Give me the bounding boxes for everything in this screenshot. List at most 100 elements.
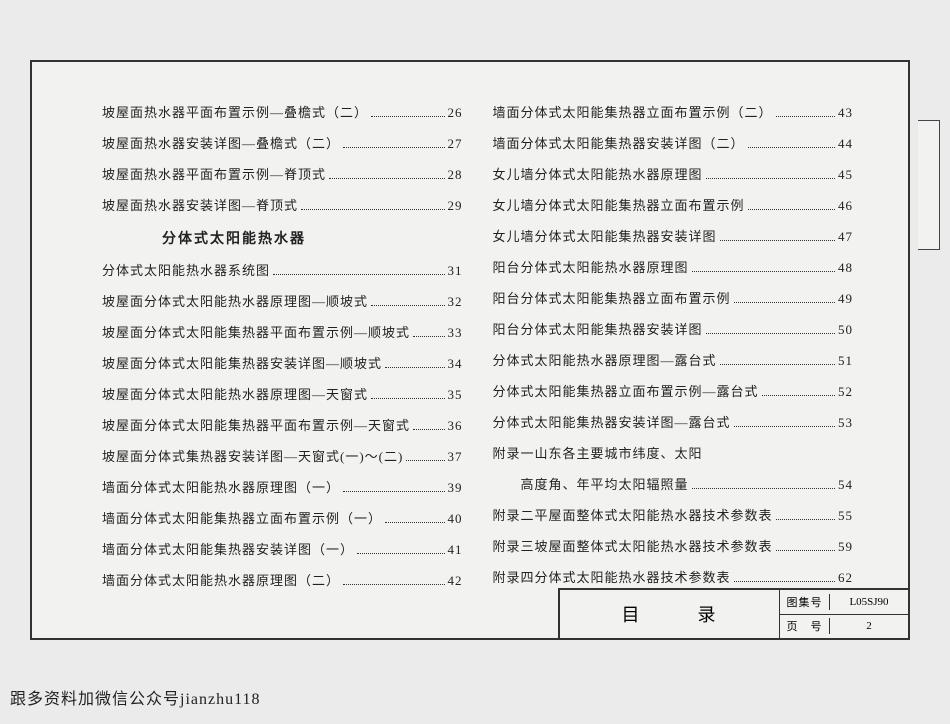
toc-entry-title: 坡屋面分体式太阳能热水器原理图—顺坡式	[102, 291, 368, 310]
toc-entry: 坡屋面热水器安装详图—叠檐式（二） 27	[102, 133, 463, 152]
toc-entry: 坡屋面热水器平面布置示例—脊顶式 28	[102, 164, 463, 183]
toc-entry-page: 35	[448, 387, 463, 403]
toc-entry-page: 49	[838, 291, 853, 307]
toc-entry-title: 阳台分体式太阳能热水器原理图	[493, 257, 689, 276]
toc-entry: 高度角、年平均太阳辐照量 54	[493, 474, 854, 493]
toc-entry: 坡屋面热水器平面布置示例—叠檐式（二）26	[102, 102, 463, 121]
toc-entry: 墙面分体式太阳能集热器安装详图（一） 41	[102, 539, 463, 558]
toc-entry-title: 高度角、年平均太阳辐照量	[493, 474, 689, 493]
title-main: 目 录	[560, 590, 780, 638]
toc-entry-title: 墙面分体式太阳能热水器原理图（二）	[102, 570, 340, 589]
toc-entry-page: 29	[448, 198, 463, 214]
toc-entry: 坡屋面热水器安装详图—脊顶式 29	[102, 195, 463, 214]
toc-entry: 墙面分体式太阳能集热器立面布置示例（一）40	[102, 508, 463, 527]
toc-dots	[776, 550, 835, 551]
toc-entry-page: 59	[838, 539, 853, 555]
toc-entry-title: 墙面分体式太阳能集热器安装详图（二）	[493, 133, 745, 152]
toc-entry-title: 附录四分体式太阳能热水器技术参数表	[493, 567, 731, 586]
toc-dots	[371, 116, 444, 117]
toc-entry: 坡屋面分体式太阳能热水器原理图—天窗式 35	[102, 384, 463, 403]
toc-dots	[343, 491, 444, 492]
toc-entry: 墙面分体式太阳能集热器立面布置示例（二） 43	[493, 102, 854, 121]
toc-entry: 阳台分体式太阳能集热器安装详图50	[493, 319, 854, 338]
toc-dots	[762, 395, 835, 396]
toc-entry-title: 分体式太阳能集热器安装详图—露台式	[493, 412, 731, 431]
toc-entry-page: 46	[838, 198, 853, 214]
toc-entry-title: 分体式太阳能集热器立面布置示例—露台式	[493, 381, 759, 400]
toc-entry-page: 33	[448, 325, 463, 341]
toc-dots	[343, 147, 444, 148]
toc-entry-page: 41	[448, 542, 463, 558]
toc-entry-page: 26	[448, 105, 463, 121]
toc-entry-title: 墙面分体式太阳能热水器原理图（一）	[102, 477, 340, 496]
toc-dots	[692, 488, 835, 489]
toc-dots	[413, 336, 444, 337]
toc-dots	[720, 364, 835, 365]
toc-entry-page: 44	[838, 136, 853, 152]
toc-dots	[692, 271, 835, 272]
toc-entry: 坡屋面分体式太阳能集热器平面布置示例—天窗式36	[102, 415, 463, 434]
toc-entry-page: 39	[448, 480, 463, 496]
document-page: 坡屋面热水器平面布置示例—叠檐式（二）26 坡屋面热水器安装详图—叠檐式（二） 27…	[30, 60, 910, 640]
set-number-label: 图集号	[780, 594, 830, 610]
toc-entry: 坡屋面分体式太阳能集热器平面布置示例—顺坡式 33	[102, 322, 463, 341]
toc-dots	[748, 209, 835, 210]
footer-watermark: 跟多资料加微信公众号jianzhu118	[10, 685, 261, 709]
toc-dots	[706, 333, 835, 334]
toc-entry: 附录二平屋面整体式太阳能热水器技术参数表 55	[493, 505, 854, 524]
toc-entry: 阳台分体式太阳能热水器原理图 48	[493, 257, 854, 276]
toc-entry-page: 62	[838, 570, 853, 586]
toc-entry: 分体式太阳能热水器原理图—露台式51	[493, 350, 854, 369]
toc-dots	[343, 584, 444, 585]
toc-entry-page: 34	[448, 356, 463, 372]
toc-entry-page: 37	[448, 449, 463, 465]
toc-entry-page: 48	[838, 260, 853, 276]
toc-entry: 阳台分体式太阳能集热器立面布置示例 49	[493, 288, 854, 307]
toc-dots	[406, 460, 444, 461]
toc-entry-title: 附录二平屋面整体式太阳能热水器技术参数表	[493, 505, 773, 524]
toc-entry-title: 女儿墙分体式太阳能热水器原理图	[493, 164, 703, 183]
toc-entry-page: 55	[838, 508, 853, 524]
toc-entry: 女儿墙分体式太阳能集热器立面布置示例 46	[493, 195, 854, 214]
toc-entry-title: 阳台分体式太阳能集热器立面布置示例	[493, 288, 731, 307]
toc-entry: 女儿墙分体式太阳能集热器安装详图47	[493, 226, 854, 245]
toc-entry-page: 45	[838, 167, 853, 183]
toc-entry: 坡屋面分体式集热器安装详图—天窗式(一)～(二)37	[102, 446, 463, 465]
toc-entry-page: 54	[838, 477, 853, 493]
toc-dots	[720, 240, 835, 241]
toc-dots	[301, 209, 444, 210]
toc-dots	[371, 398, 444, 399]
toc-entry-title: 坡屋面热水器安装详图—叠檐式（二）	[102, 133, 340, 152]
toc-entry: 附录四分体式太阳能热水器技术参数表 62	[493, 567, 854, 586]
toc-entry: 附录一山东各主要城市纬度、太阳	[493, 443, 854, 462]
toc-dots	[273, 274, 444, 275]
toc-entry-page: 27	[448, 136, 463, 152]
section-header: 分体式太阳能热水器	[162, 228, 463, 248]
toc-entry-page: 32	[448, 294, 463, 310]
toc-entry-page: 43	[838, 105, 853, 121]
toc-entry-title: 墙面分体式太阳能集热器安装详图（一）	[102, 539, 354, 558]
toc-dots	[734, 302, 835, 303]
toc-entry-title: 坡屋面热水器安装详图—脊顶式	[102, 195, 298, 214]
toc-entry-title: 坡屋面分体式太阳能集热器平面布置示例—顺坡式	[102, 322, 410, 341]
toc-entry-title: 墙面分体式太阳能集热器立面布置示例（二）	[493, 102, 773, 121]
toc-dots	[734, 581, 835, 582]
toc-entry-title: 坡屋面热水器平面布置示例—脊顶式	[102, 164, 326, 183]
toc-entry-title: 女儿墙分体式太阳能集热器立面布置示例	[493, 195, 745, 214]
toc-entry: 坡屋面分体式太阳能集热器安装详图—顺坡式34	[102, 353, 463, 372]
toc-entry-page: 42	[448, 573, 463, 589]
set-number-value: L05SJ90	[830, 596, 908, 608]
toc-entry-title: 阳台分体式太阳能集热器安装详图	[493, 319, 703, 338]
title-block: 目 录 图集号 L05SJ90 页 号 2	[558, 588, 908, 638]
toc-entry-title: 坡屋面分体式太阳能热水器原理图—天窗式	[102, 384, 368, 403]
toc-entry-page: 28	[448, 167, 463, 183]
toc-dots	[776, 519, 835, 520]
toc-entry-title: 分体式太阳能热水器系统图	[102, 260, 270, 279]
toc-dots	[371, 305, 444, 306]
binding-tab-right	[918, 120, 940, 250]
toc-entry-page: 51	[838, 353, 853, 369]
toc-entry: 分体式太阳能集热器立面布置示例—露台式52	[493, 381, 854, 400]
toc-entry-page: 53	[838, 415, 853, 431]
toc-entry-page: 36	[448, 418, 463, 434]
toc-column-right: 墙面分体式太阳能集热器立面布置示例（二） 43 墙面分体式太阳能集热器安装详图（二）…	[493, 102, 854, 601]
